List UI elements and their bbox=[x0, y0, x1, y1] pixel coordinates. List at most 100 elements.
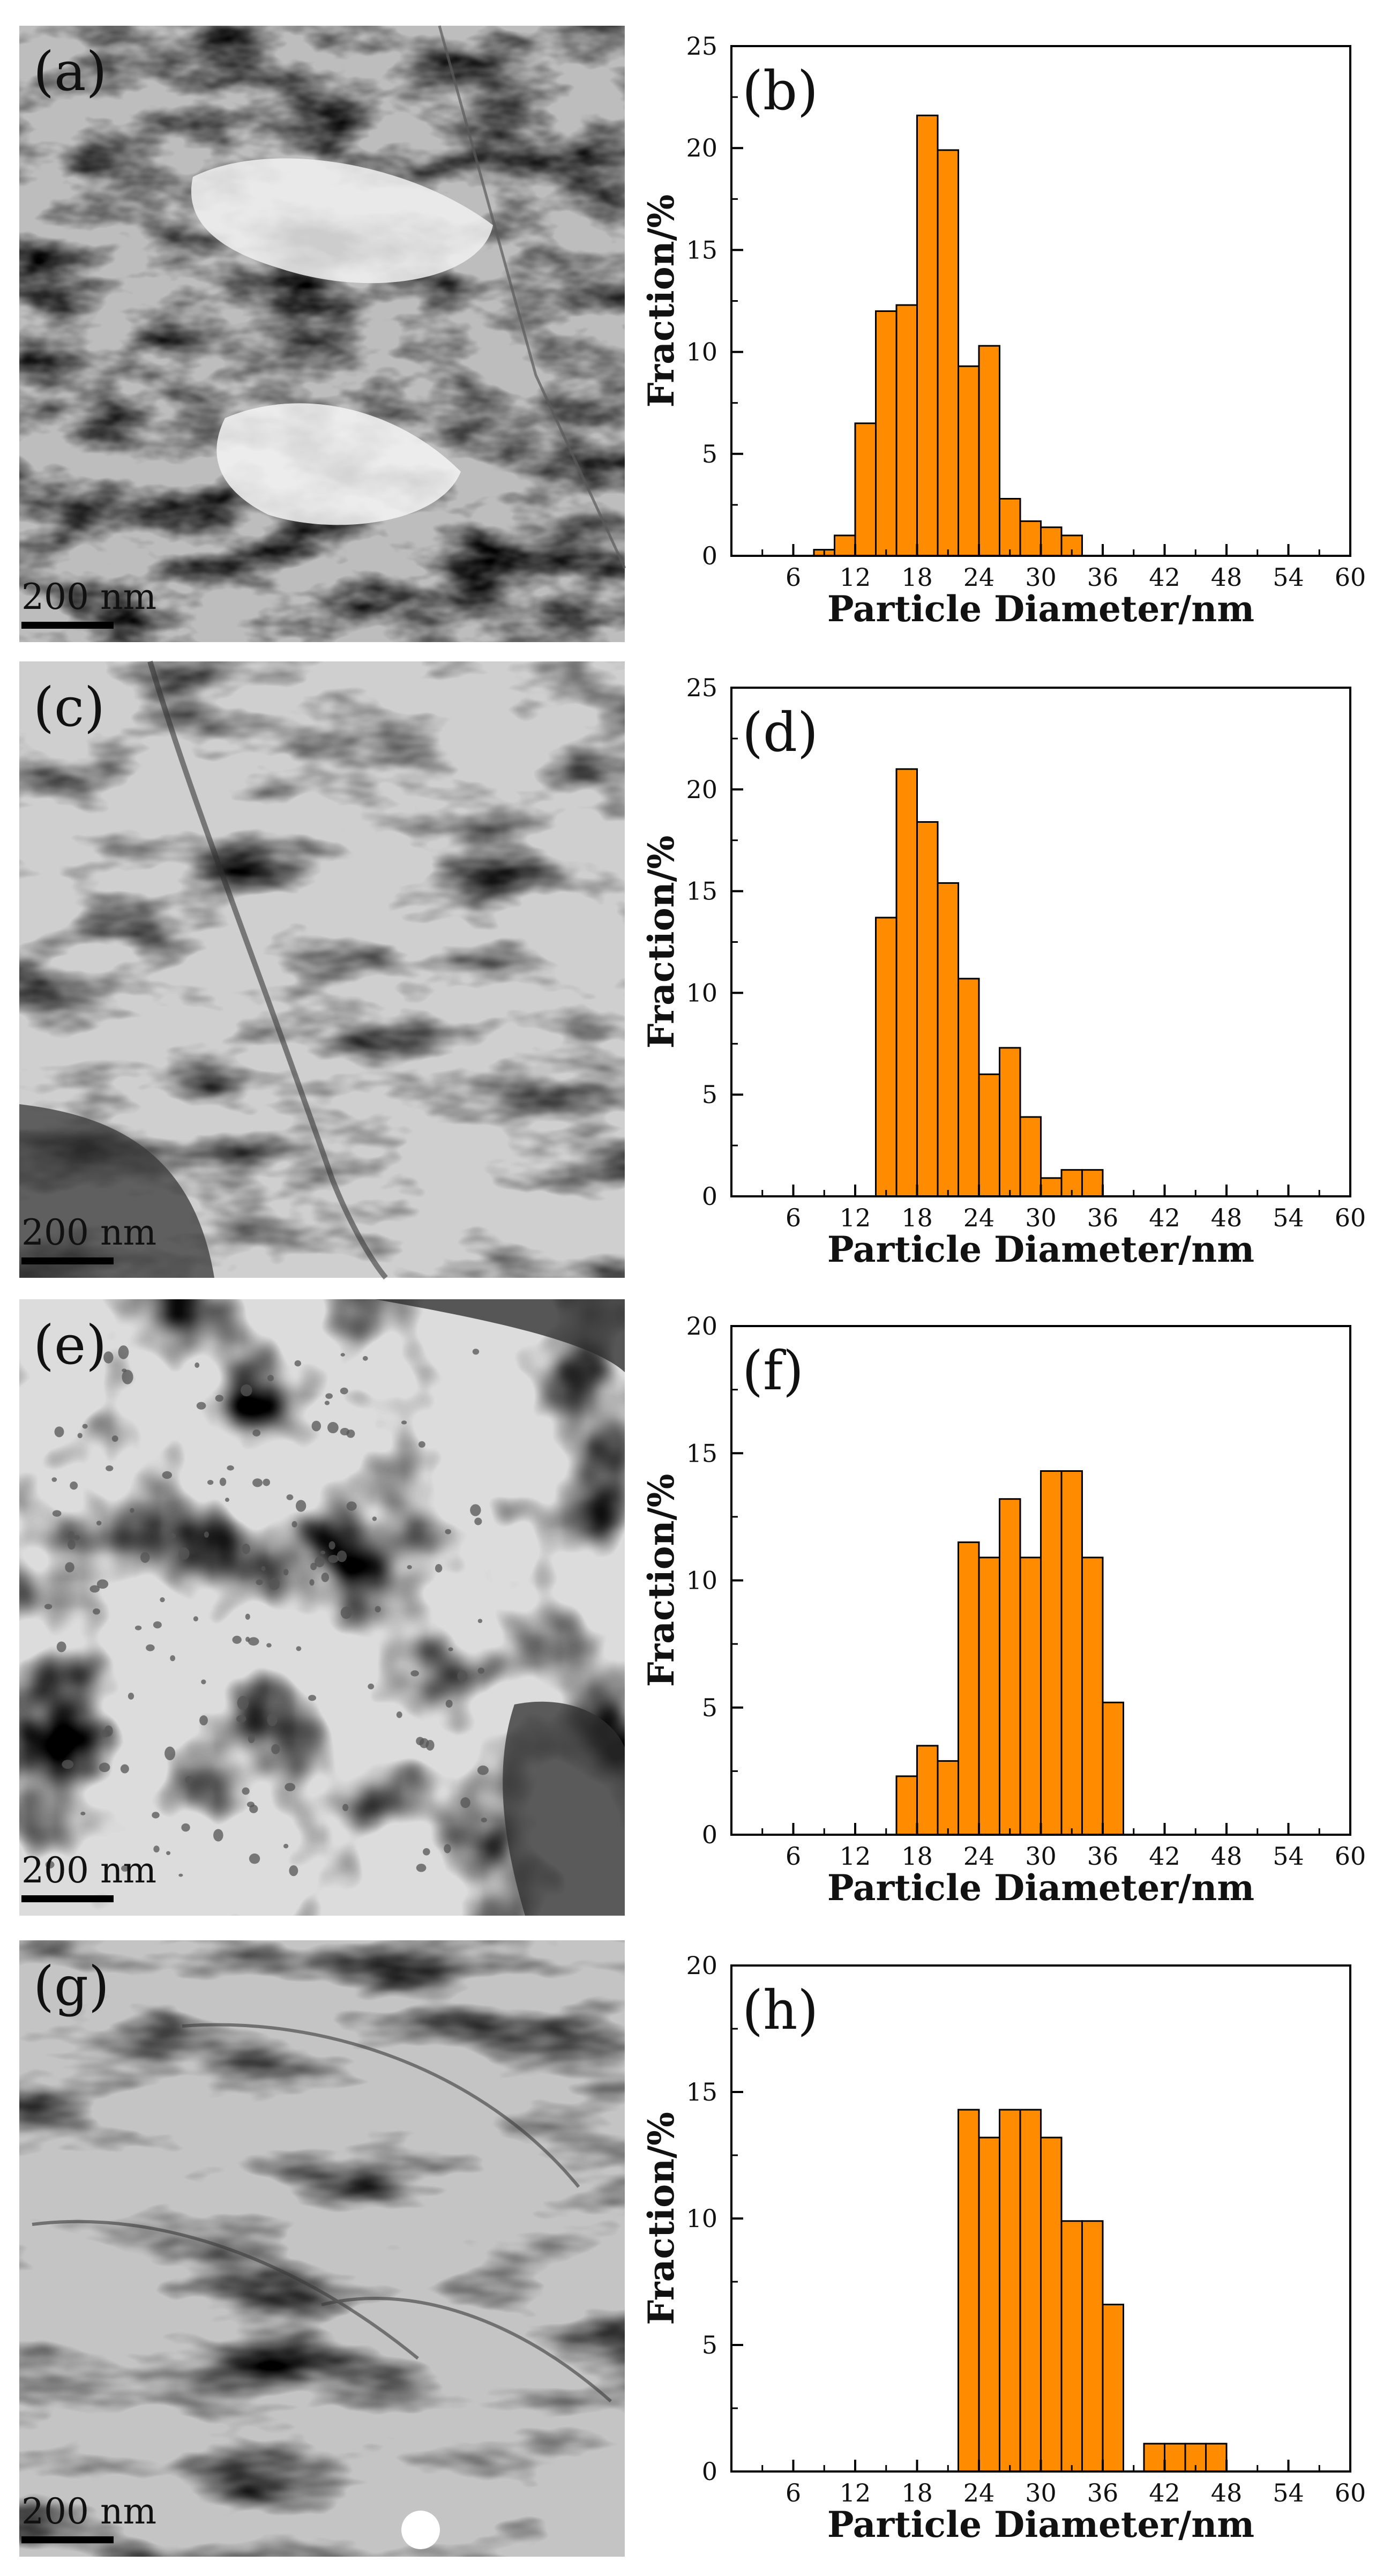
chart-h-y-tick-label: 15 bbox=[686, 2078, 717, 2106]
micrograph-g-grain-boundaries bbox=[32, 2023, 612, 2403]
precipitate-dot bbox=[419, 1738, 429, 1748]
chart-h-y-tick-label: 10 bbox=[686, 2204, 717, 2233]
precipitate-dot bbox=[283, 1569, 289, 1576]
chart-f-bar bbox=[1102, 1701, 1124, 1836]
precipitate-dot bbox=[166, 1851, 171, 1856]
chart-f-bar bbox=[1060, 1470, 1083, 1836]
precipitate-dot bbox=[396, 1711, 402, 1718]
precipitate-dot bbox=[227, 1465, 234, 1471]
precipitate-dot bbox=[74, 1535, 80, 1540]
chart-h-x-tick-label: 60 bbox=[1335, 2478, 1366, 2507]
precipitate-dot bbox=[340, 1606, 352, 1619]
micrograph-a-label: (a) bbox=[33, 40, 107, 103]
chart-f: 0 5 10 15 20 6 12 18 24 30 36 42 48 54 60 (f) Particle D… bbox=[640, 1312, 1366, 1909]
precipitate-dot bbox=[291, 1521, 297, 1528]
chart-h-bar bbox=[1040, 2136, 1063, 2473]
chart-b-y-tick-label: 20 bbox=[686, 133, 717, 162]
chart-h-x-tick-label: 12 bbox=[840, 2478, 871, 2507]
precipitate-dot bbox=[51, 1477, 57, 1482]
chart-f-bar bbox=[916, 1745, 939, 1836]
chart-b-y-tick-label: 0 bbox=[702, 541, 717, 570]
chart-b-x-tick-label: 42 bbox=[1149, 563, 1180, 592]
precipitate-dot bbox=[372, 1516, 377, 1521]
precipitate-dot bbox=[169, 1533, 176, 1539]
precipitate-dot bbox=[241, 1384, 252, 1397]
micrograph-c-grain-boundary bbox=[147, 660, 388, 1280]
precipitate-dot bbox=[401, 1420, 407, 1425]
precipitate-dot bbox=[342, 1804, 349, 1811]
chart-h-x-tick-label: 30 bbox=[1025, 2478, 1057, 2507]
chart-b-bar bbox=[916, 114, 939, 557]
precipitate-dot bbox=[375, 1606, 381, 1613]
precipitate-dot bbox=[407, 1565, 412, 1569]
chart-d-bar bbox=[999, 1047, 1021, 1197]
chart-d-x-tick-label: 12 bbox=[840, 1203, 871, 1232]
precipitate-dot bbox=[340, 1428, 350, 1436]
precipitate-dot bbox=[213, 1829, 223, 1842]
precipitate-dot bbox=[252, 1429, 261, 1436]
precipitate-dot bbox=[134, 1625, 142, 1631]
precipitate-dot bbox=[477, 1765, 489, 1775]
chart-f-bar bbox=[978, 1557, 1000, 1836]
precipitate-dot bbox=[416, 1864, 427, 1872]
micrograph-c: (c) 200 nm bbox=[19, 660, 625, 1280]
chart-h-panel-label: (h) bbox=[742, 1979, 818, 2042]
precipitate-dot bbox=[285, 1783, 296, 1791]
chart-h-x-tick-label: 54 bbox=[1273, 2478, 1304, 2507]
micrograph-a-scale-bar bbox=[21, 622, 114, 629]
precipitate-dot bbox=[122, 1369, 133, 1384]
chart-f-bar bbox=[1081, 1557, 1104, 1836]
chart-b-y-tick-label: 15 bbox=[686, 235, 717, 264]
chart-f-y-tick-label: 20 bbox=[686, 1312, 717, 1341]
chart-f-y-tick-label: 0 bbox=[702, 1820, 717, 1849]
micrograph-a-bright-grain-2 bbox=[216, 403, 461, 525]
chart-b-x-tick-label: 36 bbox=[1087, 563, 1119, 592]
precipitate-dot bbox=[178, 1547, 190, 1560]
precipitate-dot bbox=[77, 1433, 83, 1439]
chart-f-bar bbox=[999, 1498, 1021, 1836]
chart-d-x-tick-label: 54 bbox=[1273, 1203, 1304, 1232]
chart-d-x-tick-label: 60 bbox=[1335, 1203, 1366, 1232]
precipitate-dot bbox=[267, 1713, 278, 1726]
chart-h-bar bbox=[978, 2136, 1000, 2473]
micrograph-e-dark-grain bbox=[503, 1701, 625, 1916]
chart-f-bar bbox=[937, 1760, 959, 1836]
chart-d-bar bbox=[937, 882, 959, 1197]
micrograph-a-bright-grain bbox=[191, 158, 493, 284]
precipitate-dot bbox=[242, 1787, 250, 1795]
chart-b-x-tick-label: 48 bbox=[1211, 563, 1243, 592]
precipitate-dot bbox=[328, 1554, 339, 1563]
chart-f-x-tick-label: 60 bbox=[1335, 1842, 1366, 1871]
chart-h-bar bbox=[1205, 2443, 1228, 2473]
chart-h-bar bbox=[999, 2109, 1021, 2473]
chart-f-x-tick-label: 12 bbox=[840, 1842, 871, 1871]
precipitate-dot bbox=[320, 1550, 326, 1555]
precipitate-dot bbox=[325, 1393, 333, 1399]
chart-f-x-tick-label: 18 bbox=[901, 1842, 933, 1871]
precipitate-dot bbox=[311, 1420, 321, 1432]
precipitate-dot bbox=[62, 1760, 74, 1769]
chart-b-plot-frame bbox=[730, 45, 1351, 557]
precipitate-dot bbox=[99, 1762, 110, 1773]
precipitate-dot bbox=[219, 1477, 227, 1486]
precipitate-dot bbox=[245, 1613, 250, 1620]
micrograph-c-label: (c) bbox=[33, 676, 105, 739]
chart-h-y-tick-label: 5 bbox=[702, 2331, 717, 2359]
precipitate-dot bbox=[164, 1746, 176, 1761]
precipitate-dot bbox=[103, 1351, 114, 1364]
precipitate-dot bbox=[267, 1375, 274, 1381]
precipitate-dot bbox=[256, 1579, 263, 1585]
precipitate-dot bbox=[252, 1478, 263, 1487]
precipitate-dot bbox=[152, 1812, 160, 1819]
micrograph-e: (e) 200 nm bbox=[19, 1299, 625, 1916]
precipitate-dot bbox=[481, 1818, 487, 1823]
chart-h-y-tick-label: 0 bbox=[702, 2457, 717, 2486]
precipitate-dot bbox=[410, 1670, 419, 1677]
chart-d-y-tick-label: 10 bbox=[686, 978, 717, 1007]
precipitate-dot bbox=[68, 1539, 76, 1550]
precipitate-dot bbox=[308, 1695, 317, 1701]
precipitate-dot bbox=[93, 1608, 100, 1615]
chart-b-y-axis-label: Fraction/% bbox=[640, 195, 682, 408]
precipitate-dot bbox=[232, 1635, 242, 1644]
